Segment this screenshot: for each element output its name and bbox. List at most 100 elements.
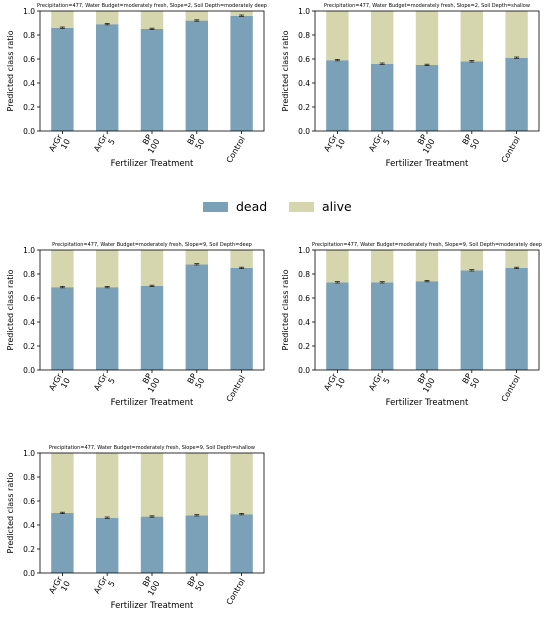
y-tick-label: 0.4 bbox=[23, 79, 35, 88]
bar-dead bbox=[185, 264, 208, 370]
y-axis-label: Predicted class ratio bbox=[281, 30, 290, 111]
x-tick-label: BP100 bbox=[413, 372, 436, 394]
legend-label: dead bbox=[236, 199, 267, 214]
legend-label: alive bbox=[322, 199, 352, 214]
legend-item: dead bbox=[203, 199, 267, 214]
x-tick-label: ArGr10 bbox=[47, 371, 72, 396]
bar-dead bbox=[96, 24, 119, 132]
bar-dead bbox=[185, 515, 208, 573]
y-tick-label: 0.0 bbox=[23, 569, 35, 578]
bar-dead bbox=[326, 282, 349, 370]
bar-alive bbox=[51, 250, 74, 288]
bar-alive bbox=[505, 11, 528, 58]
chart-title: Precipitation=477, Water Budget=moderate… bbox=[52, 242, 252, 248]
x-tick-label: BP50 bbox=[186, 372, 207, 390]
x-tick-label-line: 10 bbox=[59, 377, 72, 390]
bar-alive bbox=[326, 250, 349, 283]
y-tick-label: 0.6 bbox=[298, 294, 310, 303]
y-tick-label: 0.4 bbox=[298, 79, 310, 88]
bar-dead bbox=[185, 20, 208, 132]
y-tick-label: 0.0 bbox=[298, 127, 310, 136]
x-tick-label: ArGr10 bbox=[322, 132, 347, 157]
bar-dead bbox=[505, 268, 528, 370]
x-tick-label: ArGr5 bbox=[92, 132, 117, 157]
chart-title: Precipitation=477, Water Budget=moderate… bbox=[49, 445, 255, 451]
plot-frame bbox=[314, 249, 540, 371]
y-tick-label: 0.8 bbox=[23, 31, 35, 40]
y-axis-label: Predicted class ratio bbox=[6, 269, 15, 350]
bar-alive bbox=[230, 11, 253, 16]
x-tick-label: BP100 bbox=[138, 575, 161, 597]
x-tick-label: ArGr10 bbox=[47, 574, 72, 599]
x-tick-label-line: 10 bbox=[334, 138, 347, 151]
bar-dead bbox=[371, 63, 394, 131]
x-tick-label: ArGr5 bbox=[367, 132, 392, 157]
x-tick-label: BP100 bbox=[138, 133, 161, 155]
chart-title: Precipitation=477, Water Budget=moderate… bbox=[37, 3, 267, 9]
legend-swatch bbox=[289, 202, 314, 212]
bar-alive bbox=[185, 453, 208, 516]
bar-alive bbox=[415, 250, 439, 282]
y-tick-label: 1.0 bbox=[298, 246, 310, 255]
x-axis-label: Fertilizer Treatment bbox=[386, 159, 469, 169]
bar-alive bbox=[230, 453, 253, 515]
y-tick-label: 0.2 bbox=[23, 545, 35, 554]
x-tick-label-line: 50 bbox=[469, 377, 482, 390]
bar-alive bbox=[96, 250, 119, 288]
bar-alive bbox=[505, 250, 528, 268]
x-tick-label-line: Control bbox=[500, 374, 522, 404]
bar-alive bbox=[96, 453, 119, 518]
legend-item: alive bbox=[289, 199, 352, 214]
bar-alive bbox=[371, 11, 394, 64]
y-tick-label: 0.0 bbox=[23, 127, 35, 136]
bar-alive bbox=[185, 250, 208, 265]
y-tick-label: 0.2 bbox=[23, 342, 35, 351]
bar-dead bbox=[51, 27, 74, 131]
y-axis-label: Predicted class ratio bbox=[281, 269, 290, 350]
y-tick-label: 0.0 bbox=[23, 366, 35, 375]
bar-dead bbox=[460, 270, 483, 370]
x-tick-label-line: Control bbox=[225, 135, 247, 165]
bar-dead bbox=[140, 286, 164, 370]
bar-dead bbox=[371, 282, 394, 370]
bar-alive bbox=[140, 11, 164, 29]
x-tick-label-line: 50 bbox=[194, 138, 207, 151]
y-tick-label: 0.2 bbox=[23, 103, 35, 112]
bar-dead bbox=[415, 281, 439, 370]
y-tick-label: 0.8 bbox=[298, 31, 310, 40]
bar-dead bbox=[96, 287, 119, 370]
y-tick-label: 0.4 bbox=[23, 318, 35, 327]
x-tick-label-line: 5 bbox=[107, 377, 117, 386]
x-tick-label-line: Control bbox=[225, 577, 247, 607]
bar-alive bbox=[415, 11, 439, 65]
x-tick-label-line: 5 bbox=[382, 138, 392, 147]
y-tick-label: 0.2 bbox=[298, 103, 310, 112]
plot-frame bbox=[39, 249, 265, 371]
x-tick-label: ArGr5 bbox=[367, 371, 392, 396]
plot-frame bbox=[39, 452, 265, 574]
bar-alive bbox=[326, 11, 349, 61]
legend-swatch bbox=[203, 202, 228, 212]
y-tick-label: 0.8 bbox=[23, 270, 35, 279]
bar-alive bbox=[140, 250, 164, 286]
y-tick-label: 0.2 bbox=[298, 342, 310, 351]
y-tick-label: 0.4 bbox=[298, 318, 310, 327]
x-axis-label: Fertilizer Treatment bbox=[111, 398, 194, 408]
bar-dead bbox=[505, 57, 528, 131]
subplot-1: Precipitation=477, Water Budget=moderate… bbox=[6, 3, 267, 169]
y-tick-label: 0.8 bbox=[23, 473, 35, 482]
bar-dead bbox=[140, 516, 164, 573]
y-tick-label: 1.0 bbox=[23, 7, 35, 16]
chart-title: Precipitation=477, Water Budget=moderate… bbox=[324, 3, 530, 9]
x-tick-label: ArGr5 bbox=[92, 371, 117, 396]
x-tick-label: BP50 bbox=[186, 575, 207, 593]
y-axis-label: Predicted class ratio bbox=[6, 30, 15, 111]
bar-alive bbox=[185, 11, 208, 21]
bar-alive bbox=[51, 11, 74, 28]
y-axis-label: Predicted class ratio bbox=[6, 472, 15, 553]
y-tick-label: 0.6 bbox=[23, 294, 35, 303]
bar-alive bbox=[140, 453, 164, 517]
bar-dead bbox=[230, 268, 253, 370]
plot-frame bbox=[314, 10, 540, 132]
